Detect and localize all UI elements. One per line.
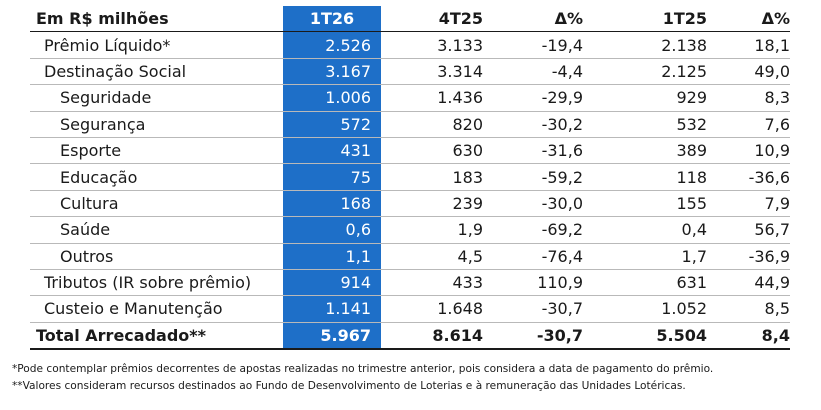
value-delta-4t25: -69,2 (541, 220, 583, 240)
table-row: Esporte 431 630 -31,6 389 10,9 (30, 137, 790, 164)
value-1t25: 532 (676, 114, 707, 134)
value-delta-4t25: -59,2 (541, 167, 583, 187)
value-delta-4t25: -76,4 (541, 246, 583, 266)
table-header: Em R$ milhões 1T26 4T25 Δ% 1T25 Δ% (30, 6, 790, 32)
value-1t25: 631 (676, 273, 707, 293)
value-1t25: 155 (676, 193, 707, 213)
table-row: Seguridade 1.006 1.436 -29,9 929 8,3 (30, 84, 790, 112)
value-delta-1t25: 44,9 (754, 273, 790, 293)
value-4t25: 239 (452, 193, 483, 213)
value-4t25: 3.314 (437, 61, 483, 81)
value-1t26: 2.526 (283, 31, 381, 59)
table-row: Outros 1,1 4,5 -76,4 1,7 -36,9 (30, 243, 790, 270)
header-1t26: 1T26 (283, 6, 381, 32)
value-delta-1t25: 7,6 (764, 114, 790, 134)
financial-table: Em R$ milhões 1T26 4T25 Δ% 1T25 Δ% Prêmi… (30, 6, 790, 350)
value-delta-1t25: -36,6 (748, 167, 790, 187)
value-delta-4t25: 110,9 (537, 273, 583, 293)
value-4t25: 820 (452, 114, 483, 134)
row-label: Seguridade (60, 88, 152, 108)
row-label: Segurança (60, 114, 146, 134)
value-1t25: 5.504 (656, 325, 707, 345)
value-4t25: 4,5 (457, 246, 483, 266)
value-delta-4t25: -30,7 (536, 325, 583, 345)
value-delta-1t25: 10,9 (754, 141, 790, 161)
value-1t25: 1.052 (661, 299, 707, 319)
row-label: Destinação Social (44, 61, 187, 81)
value-delta-4t25: -29,9 (541, 88, 583, 108)
header-row: Em R$ milhões 1T26 4T25 Δ% 1T25 Δ% (30, 6, 790, 32)
value-delta-1t25: 7,9 (764, 193, 790, 213)
value-4t25: 1.648 (437, 299, 483, 319)
value-delta-1t25: 8,3 (764, 88, 790, 108)
row-label: Prêmio Líquido* (44, 35, 171, 55)
value-delta-1t25: 18,1 (754, 35, 790, 55)
row-label: Esporte (60, 141, 122, 161)
value-4t25: 1.436 (437, 88, 483, 108)
row-label: Total Arrecadado** (36, 325, 207, 345)
value-4t25: 183 (452, 167, 483, 187)
value-delta-4t25: -19,4 (541, 35, 583, 55)
value-1t26: 1.006 (283, 84, 381, 112)
value-delta-4t25: -30,0 (541, 193, 583, 213)
header-delta-4t25: Δ% (554, 9, 583, 29)
value-4t25: 3.133 (437, 35, 483, 55)
value-1t26: 0,6 (283, 216, 381, 244)
table-row: Prêmio Líquido* 2.526 3.133 -19,4 2.138 18,1 (30, 31, 790, 59)
value-1t25: 2.125 (661, 61, 707, 81)
value-1t26: 914 (283, 269, 381, 296)
value-4t25: 630 (452, 141, 483, 161)
header-delta-1t25: Δ% (761, 9, 790, 29)
row-label: Tributos (IR sobre prêmio) (44, 273, 252, 293)
table-row: Saúde 0,6 1,9 -69,2 0,4 56,7 (30, 216, 790, 244)
footnotes: *Pode contemplar prêmios decorrentes de … (12, 361, 812, 395)
value-1t25: 118 (676, 167, 707, 187)
value-delta-4t25: -31,6 (541, 141, 583, 161)
value-1t26: 1.141 (283, 295, 381, 323)
footnote-1: *Pode contemplar prêmios decorrentes de … (12, 363, 714, 375)
value-delta-1t25: -36,9 (748, 246, 790, 266)
value-delta-4t25: -30,2 (541, 114, 583, 134)
value-1t25: 389 (676, 141, 707, 161)
row-label: Custeio e Manutenção (44, 299, 223, 319)
value-1t26: 5.967 (283, 322, 381, 350)
value-delta-1t25: 8,5 (764, 299, 790, 319)
value-4t25: 433 (452, 273, 483, 293)
table-row: Segurança 572 820 -30,2 532 7,6 (30, 111, 790, 138)
row-label: Educação (60, 167, 138, 187)
total-row: Total Arrecadado** 5.967 8.614 -30,7 5.504 8,… (30, 322, 790, 350)
table-body: Prêmio Líquido* 2.526 3.133 -19,4 2.138 18,1 D… (30, 31, 790, 350)
value-1t26: 431 (283, 137, 381, 164)
value-1t25: 1,7 (681, 246, 707, 266)
value-delta-4t25: -30,7 (541, 299, 583, 319)
value-1t26: 75 (283, 163, 381, 191)
table-row: Tributos (IR sobre prêmio) 914 433 110,9 631… (30, 269, 790, 296)
value-1t26: 168 (283, 190, 381, 217)
table-row: Destinação Social 3.167 3.314 -4,4 2.125 49,0 (30, 58, 790, 85)
value-4t25: 8.614 (432, 325, 483, 345)
table-row: Educação 75 183 -59,2 118 -36,6 (30, 163, 790, 191)
value-1t26: 572 (283, 111, 381, 138)
row-label: Cultura (60, 193, 119, 213)
row-label: Saúde (60, 220, 111, 240)
value-delta-1t25: 8,4 (761, 325, 790, 345)
value-1t25: 929 (676, 88, 707, 108)
table-row: Custeio e Manutenção 1.141 1.648 -30,7 1.052… (30, 295, 790, 323)
value-delta-4t25: -4,4 (551, 61, 583, 81)
row-label: Outros (60, 246, 114, 266)
value-delta-1t25: 49,0 (754, 61, 790, 81)
table-row: Cultura 168 239 -30,0 155 7,9 (30, 190, 790, 217)
value-1t25: 0,4 (681, 220, 707, 240)
footnote-2: **Valores consideram recursos destinados… (12, 380, 686, 392)
value-1t26: 3.167 (283, 58, 381, 85)
header-4t25: 4T25 (438, 9, 483, 29)
value-4t25: 1,9 (457, 220, 483, 240)
header-unit: Em R$ milhões (36, 9, 169, 29)
value-delta-1t25: 56,7 (754, 220, 790, 240)
value-1t25: 2.138 (661, 35, 707, 55)
header-1t25: 1T25 (662, 9, 707, 29)
value-1t26: 1,1 (283, 243, 381, 270)
